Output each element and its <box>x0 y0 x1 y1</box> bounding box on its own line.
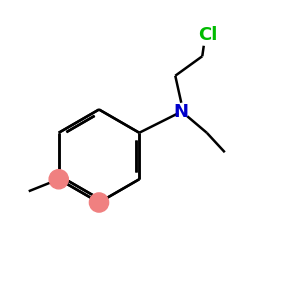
Text: Cl: Cl <box>199 26 218 44</box>
Circle shape <box>49 170 68 189</box>
Circle shape <box>89 193 109 212</box>
Text: N: N <box>174 103 189 121</box>
